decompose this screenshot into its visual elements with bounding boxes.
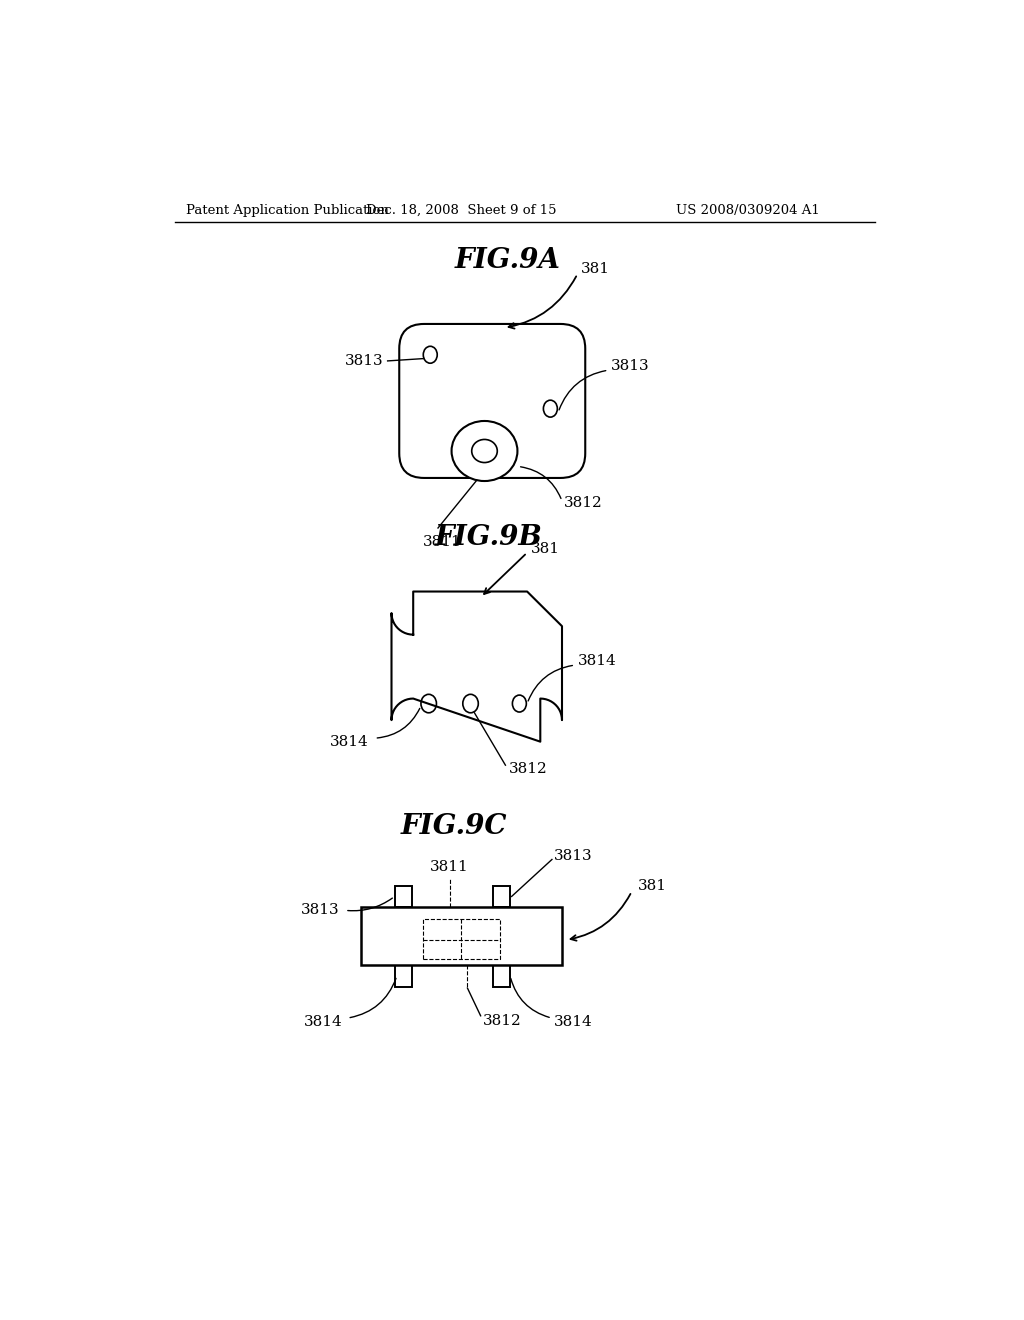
- Text: FIG.9B: FIG.9B: [434, 524, 543, 550]
- Text: 3812: 3812: [564, 496, 603, 511]
- FancyBboxPatch shape: [399, 323, 586, 478]
- Text: 3814: 3814: [304, 1015, 343, 1030]
- Text: 3813: 3813: [345, 354, 384, 368]
- Bar: [394, 965, 412, 986]
- Text: FIG.9C: FIG.9C: [400, 813, 507, 841]
- Text: 381: 381: [582, 261, 610, 276]
- Bar: [360, 907, 562, 965]
- Text: 3813: 3813: [301, 903, 340, 917]
- Ellipse shape: [421, 694, 436, 713]
- Ellipse shape: [452, 421, 517, 480]
- Bar: [394, 886, 412, 907]
- Text: 381: 381: [531, 541, 560, 556]
- Ellipse shape: [463, 694, 478, 713]
- Ellipse shape: [544, 400, 557, 417]
- Text: 3811: 3811: [423, 535, 461, 549]
- Ellipse shape: [423, 346, 437, 363]
- Text: Patent Application Publication: Patent Application Publication: [186, 205, 389, 218]
- Text: 3814: 3814: [330, 735, 369, 748]
- Text: FIG.9A: FIG.9A: [455, 247, 561, 275]
- Bar: [493, 886, 510, 907]
- Bar: [493, 965, 510, 986]
- Text: Dec. 18, 2008  Sheet 9 of 15: Dec. 18, 2008 Sheet 9 of 15: [366, 205, 556, 218]
- Bar: [423, 919, 500, 960]
- Text: 3812: 3812: [483, 1014, 521, 1028]
- Ellipse shape: [472, 440, 498, 462]
- Text: 3813: 3813: [611, 359, 649, 374]
- Text: 381: 381: [638, 879, 667, 894]
- Text: 3814: 3814: [554, 1015, 593, 1030]
- Text: 3814: 3814: [578, 655, 616, 668]
- Ellipse shape: [512, 696, 526, 711]
- Text: 3811: 3811: [430, 861, 469, 874]
- Text: 3813: 3813: [554, 849, 593, 863]
- Text: 3812: 3812: [509, 762, 548, 776]
- Text: US 2008/0309204 A1: US 2008/0309204 A1: [676, 205, 820, 218]
